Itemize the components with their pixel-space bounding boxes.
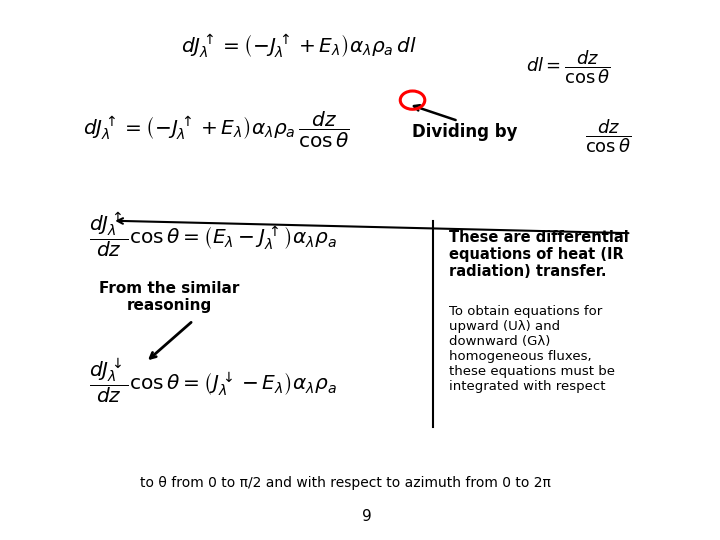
Text: to θ from 0 to π/2 and with respect to azimuth from 0 to 2π: to θ from 0 to π/2 and with respect to a… xyxy=(140,476,551,490)
Text: $\dfrac{dJ_{\lambda}^{\downarrow}}{dz}\cos\theta = \left(J_{\lambda}^{\downarrow: $\dfrac{dJ_{\lambda}^{\downarrow}}{dz}\c… xyxy=(89,356,336,405)
Text: $\dfrac{dz}{\cos\theta}$: $\dfrac{dz}{\cos\theta}$ xyxy=(585,117,631,155)
Text: $\dfrac{dJ_{\lambda}^{\uparrow}}{dz}\cos\theta = \left(E_{\lambda} - J_{\lambda}: $\dfrac{dJ_{\lambda}^{\uparrow}}{dz}\cos… xyxy=(89,211,336,259)
Text: These are differential
equations of heat (IR
radiation) transfer.: These are differential equations of heat… xyxy=(449,230,629,279)
Text: 9: 9 xyxy=(362,509,372,524)
Text: Dividing by: Dividing by xyxy=(412,123,517,141)
Text: From the similar
reasoning: From the similar reasoning xyxy=(99,281,239,313)
Text: $dl = \dfrac{dz}{\cos\theta}$: $dl = \dfrac{dz}{\cos\theta}$ xyxy=(526,49,611,86)
Text: $dJ_{\lambda}^{\uparrow} = \left(-J_{\lambda}^{\uparrow} + E_{\lambda}\right)\al: $dJ_{\lambda}^{\uparrow} = \left(-J_{\la… xyxy=(83,110,349,150)
Text: $dJ_{\lambda}^{\uparrow} = \left(-J_{\lambda}^{\uparrow} + E_{\lambda}\right)\al: $dJ_{\lambda}^{\uparrow} = \left(-J_{\la… xyxy=(181,32,417,60)
Text: To obtain equations for
upward (Uλ) and
downward (Gλ)
homogeneous fluxes,
these : To obtain equations for upward (Uλ) and … xyxy=(449,305,615,393)
